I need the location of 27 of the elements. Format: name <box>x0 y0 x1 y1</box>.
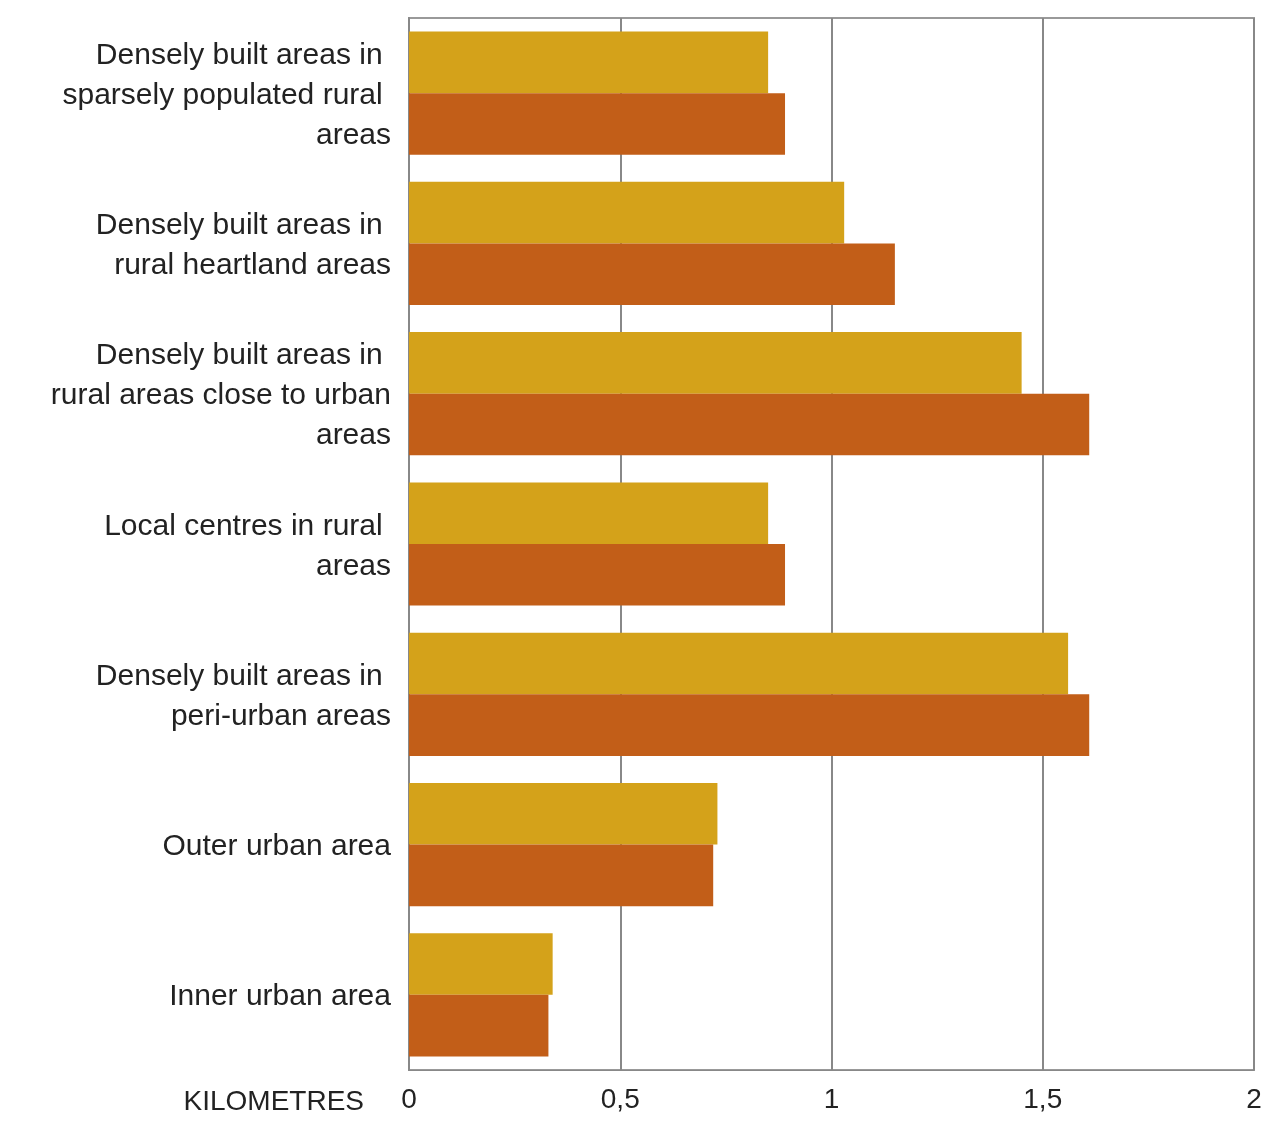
bar <box>409 482 769 544</box>
bar <box>409 93 786 155</box>
bar <box>409 782 718 845</box>
x-axis-title: KILOMETRES <box>183 1084 364 1116</box>
y-tick-label: Local centres in rural areas <box>104 507 391 581</box>
y-tick-label: Densely built areas in peri-urban areas <box>95 657 391 731</box>
y-tick-label: Densely built areas in rural heartland areas <box>95 206 391 280</box>
bar <box>409 632 1069 695</box>
bar <box>409 694 1090 756</box>
y-tick-label: Outer urban area <box>162 828 392 862</box>
y-tick-label: Densely built areas in rural areas close to urban areas <box>50 337 391 451</box>
bar <box>409 243 895 306</box>
bar <box>409 994 549 1057</box>
y-tick-label: Inner urban area <box>169 978 392 1012</box>
bar <box>409 393 1090 456</box>
bar <box>409 844 714 907</box>
x-tick-label: 2 <box>1246 1082 1262 1114</box>
x-tick-label: 0 <box>401 1082 417 1114</box>
bar <box>409 31 769 94</box>
x-tick-label: 0,5 <box>600 1082 640 1114</box>
bar <box>409 933 553 995</box>
bar <box>409 181 845 244</box>
bar <box>409 332 1022 394</box>
y-tick-label: Densely built areas in sparsely populated rural areas <box>62 36 391 150</box>
x-tick-label: 1 <box>823 1082 840 1114</box>
bar <box>409 544 786 606</box>
x-tick-label: 1,5 <box>1023 1082 1063 1114</box>
